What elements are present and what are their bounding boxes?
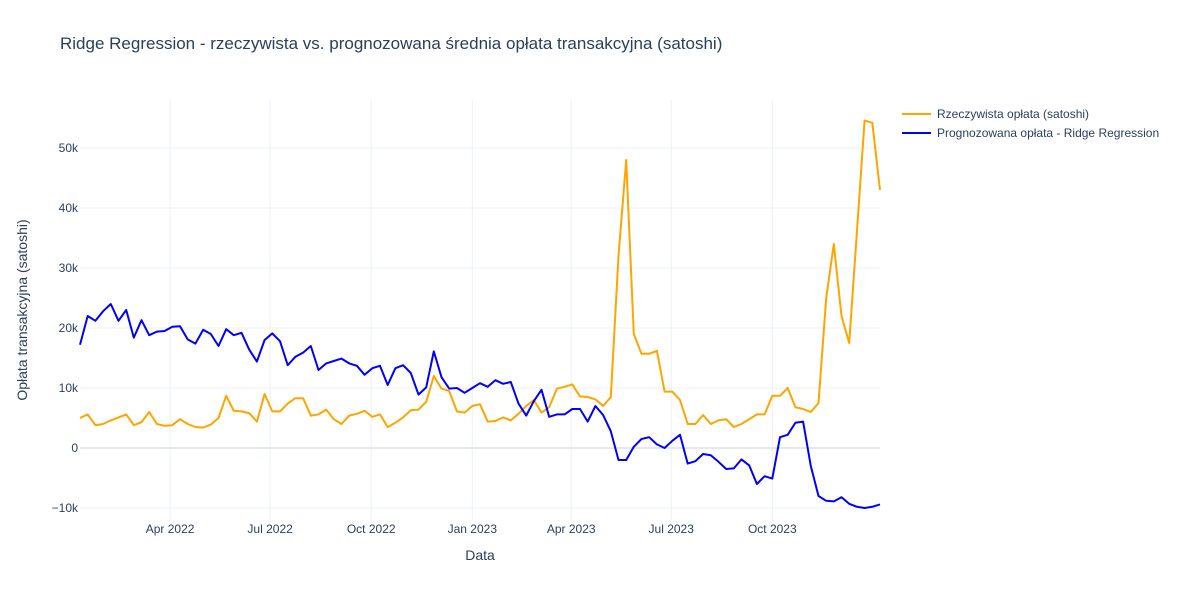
legend[interactable]: Rzeczywista opłata (satoshi) Prognozowana…	[902, 107, 1159, 140]
y-tick-labels: −10k 0 10k 20k 30k 40k 50k	[52, 141, 79, 515]
chart-title: Ridge Regression - rzeczywista vs. progn…	[60, 34, 723, 53]
x-tick-label: Oct 2022	[347, 522, 396, 536]
series-layer	[79, 119, 881, 509]
legend-item-predicted[interactable]: Prognozowana opłata - Ridge Regression	[902, 126, 1159, 140]
x-tick-label: Oct 2023	[748, 522, 797, 536]
y-tick-label: 40k	[59, 201, 79, 215]
y-tick-label: −10k	[52, 501, 79, 515]
y-tick-label: 20k	[59, 321, 79, 335]
series-line-actual	[79, 119, 881, 429]
legend-label: Rzeczywista opłata (satoshi)	[937, 107, 1089, 121]
y-gridlines	[80, 147, 880, 509]
series-line-predicted	[79, 303, 881, 509]
x-tick-labels: Apr 2022 Jul 2022 Oct 2022 Jan 2023 Apr 2023…	[146, 522, 797, 536]
legend-label: Prognozowana opłata - Ridge Regression	[937, 126, 1159, 140]
y-tick-label: 0	[71, 441, 78, 455]
x-tick-label: Jul 2023	[649, 522, 695, 536]
y-axis-title: Opłata transakcyjna (satoshi)	[14, 219, 30, 400]
x-tick-label: Jan 2023	[448, 522, 498, 536]
x-tick-label: Apr 2022	[146, 522, 195, 536]
x-axis-title: Data	[465, 547, 495, 563]
x-tick-label: Apr 2023	[547, 522, 596, 536]
y-tick-label: 10k	[59, 381, 79, 395]
y-tick-label: 30k	[59, 261, 79, 275]
y-tick-label: 50k	[59, 141, 79, 155]
x-gridlines	[169, 100, 773, 520]
x-tick-label: Jul 2022	[247, 522, 293, 536]
legend-item-actual[interactable]: Rzeczywista opłata (satoshi)	[902, 107, 1089, 121]
